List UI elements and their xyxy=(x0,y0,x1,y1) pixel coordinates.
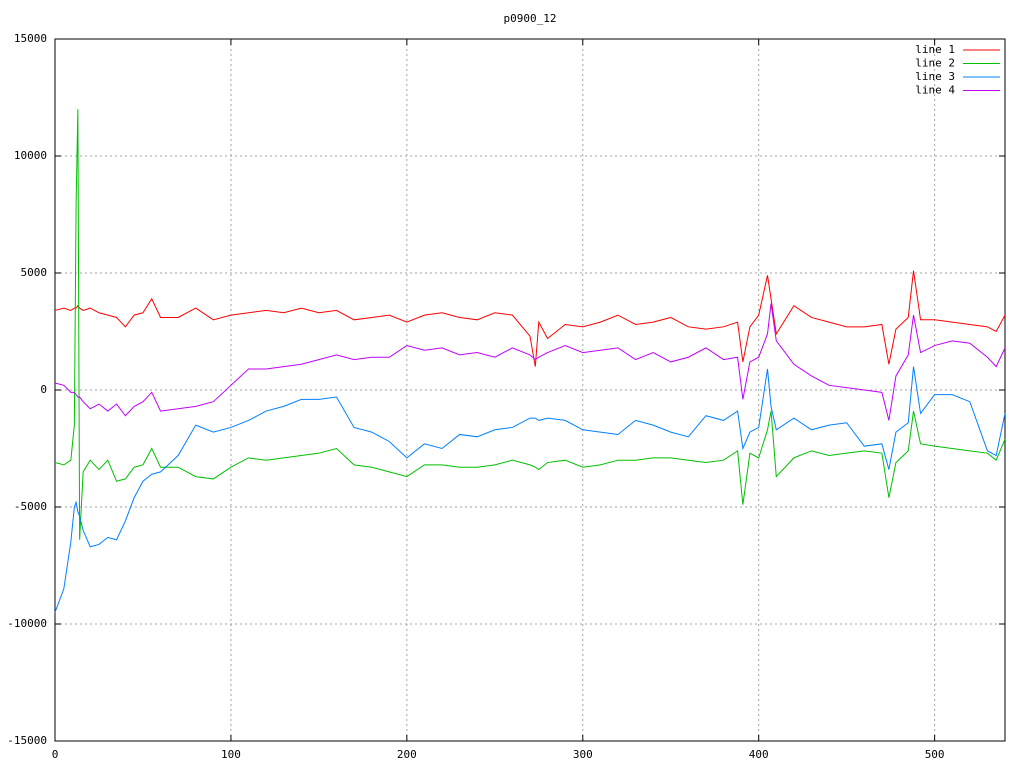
y-tick-label: -10000 xyxy=(7,617,47,630)
y-tick-label: 5000 xyxy=(21,266,48,279)
y-tick-label: 0 xyxy=(40,383,47,396)
x-tick-label: 300 xyxy=(573,748,593,761)
y-tick-label: -15000 xyxy=(7,734,47,747)
x-tick-label: 500 xyxy=(925,748,945,761)
x-tick-label: 0 xyxy=(52,748,59,761)
x-tick-label: 100 xyxy=(221,748,241,761)
chart-title: p0900_12 xyxy=(504,12,557,25)
legend-label: line 2 xyxy=(915,57,955,70)
x-tick-label: 200 xyxy=(397,748,417,761)
y-tick-label: -5000 xyxy=(14,500,47,513)
y-tick-label: 15000 xyxy=(14,32,47,45)
legend-label: line 3 xyxy=(915,70,955,83)
data-line xyxy=(54,303,1006,421)
y-tick-label: 10000 xyxy=(14,149,47,162)
x-tick-label: 400 xyxy=(749,748,769,761)
data-line xyxy=(54,366,1006,613)
data-line xyxy=(54,270,1006,367)
legend-label: line 1 xyxy=(915,43,955,56)
legend-label: line 4 xyxy=(915,84,955,97)
data-line xyxy=(54,109,1006,540)
